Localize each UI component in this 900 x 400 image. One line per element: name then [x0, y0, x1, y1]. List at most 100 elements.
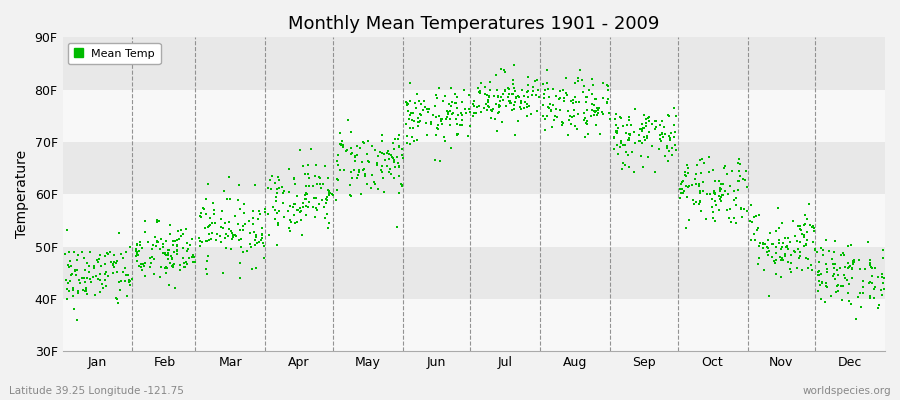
Point [454, 110, 469, 116]
Point [393, 180, 408, 187]
Point [874, 287, 888, 294]
Point [377, 188, 392, 195]
Point [300, 191, 314, 197]
Point [480, 107, 494, 113]
Point [585, 107, 599, 113]
Point [63, 258, 77, 264]
Point [196, 206, 211, 212]
Point [723, 183, 737, 189]
Point [352, 168, 366, 175]
Point [160, 265, 175, 272]
Point [202, 231, 216, 237]
Point [392, 143, 406, 150]
Point [616, 123, 630, 130]
Point [322, 220, 337, 226]
Point [451, 131, 465, 137]
Point [622, 117, 636, 124]
Point [395, 182, 410, 188]
Point [726, 197, 741, 204]
Point [863, 292, 878, 299]
Point [642, 118, 656, 124]
Point [82, 269, 96, 276]
Point [284, 217, 298, 224]
Point [248, 234, 263, 240]
Point [645, 142, 660, 149]
Point [740, 184, 754, 190]
Point [875, 270, 889, 277]
Point [814, 280, 829, 287]
Point [225, 230, 239, 236]
Point [536, 102, 551, 108]
Point [201, 180, 215, 187]
Point [845, 266, 859, 272]
Point [768, 260, 782, 266]
Point [66, 287, 80, 293]
Point [691, 200, 706, 207]
Point [819, 261, 833, 267]
Point [485, 108, 500, 115]
Point [692, 199, 706, 205]
Point [524, 110, 538, 117]
Point [149, 243, 164, 250]
Point [775, 220, 789, 226]
Point [842, 260, 856, 266]
Point [554, 94, 568, 101]
Point [530, 77, 544, 84]
Point [419, 120, 434, 126]
Point [806, 227, 821, 234]
Point [147, 256, 161, 263]
Point [150, 217, 165, 223]
Point [622, 114, 636, 120]
Point [578, 134, 592, 140]
Point [793, 248, 807, 255]
Point [820, 284, 834, 290]
Point [843, 242, 858, 248]
Point [392, 132, 406, 139]
Point [585, 75, 599, 82]
Point [500, 85, 515, 92]
Point [321, 190, 336, 196]
Point [688, 176, 702, 182]
Point [291, 206, 305, 213]
Point [613, 144, 627, 150]
Point [568, 123, 582, 129]
Point [138, 260, 152, 266]
Point [561, 132, 575, 138]
Point [67, 306, 81, 312]
Point [194, 210, 208, 216]
Point [180, 240, 194, 246]
Point [258, 208, 273, 215]
Point [194, 214, 208, 221]
Point [494, 94, 508, 100]
Point [244, 243, 258, 250]
Point [462, 106, 476, 112]
Point [544, 106, 558, 113]
Point [775, 255, 789, 261]
Point [439, 116, 454, 122]
Point [71, 252, 86, 258]
Point [806, 267, 820, 273]
Point [776, 256, 790, 263]
Point [409, 100, 423, 106]
Point [163, 222, 177, 228]
Point [184, 254, 199, 260]
Point [319, 200, 333, 206]
Point [86, 264, 101, 271]
Point [443, 108, 457, 114]
Point [451, 112, 465, 118]
Point [756, 240, 770, 247]
Point [440, 108, 454, 114]
Point [795, 226, 809, 233]
Point [256, 254, 271, 261]
Point [165, 263, 179, 270]
Point [201, 224, 215, 230]
Point [826, 264, 841, 271]
Point [524, 111, 538, 118]
Point [362, 158, 376, 165]
Point [720, 206, 734, 213]
Point [542, 105, 556, 111]
Point [590, 108, 604, 114]
Point [112, 279, 127, 286]
Point [508, 132, 522, 138]
Point [309, 205, 323, 212]
